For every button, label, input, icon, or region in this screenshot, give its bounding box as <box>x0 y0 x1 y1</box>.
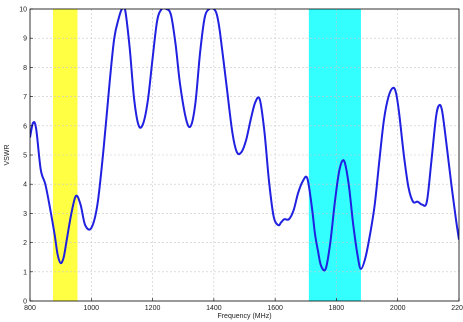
series-line-1 <box>30 9 459 272</box>
x-tick-label: 2000 <box>390 305 406 312</box>
y-tick-label: 3 <box>23 211 27 218</box>
y-tick-label: 7 <box>23 94 27 101</box>
y-tick-label: 8 <box>23 65 27 72</box>
y-tick-label: 2 <box>23 240 27 247</box>
y-tick-label: 10 <box>19 7 27 14</box>
y-tick-label: 4 <box>23 182 27 189</box>
y-tick-label: 9 <box>23 36 27 43</box>
x-tick-label: 1400 <box>206 305 222 312</box>
y-tick-label: 0 <box>23 299 27 306</box>
x-tick-label: 1000 <box>83 305 99 312</box>
band-1 <box>52 9 78 301</box>
y-tick-label: 5 <box>23 153 27 160</box>
grid-lines <box>30 9 459 301</box>
x-tick-label: 800 <box>24 305 36 312</box>
frequency-bands <box>52 9 361 301</box>
y-axis-label: VSWR <box>4 145 11 166</box>
data-series <box>30 9 459 272</box>
x-axis-label: Frequency (MHz) <box>217 313 271 320</box>
x-tick-label: 1800 <box>329 305 345 312</box>
y-tick-label: 6 <box>23 123 27 130</box>
x-tick-label: 1200 <box>145 305 161 312</box>
x-tick-label: 1600 <box>267 305 283 312</box>
y-tick-label: 1 <box>23 269 27 276</box>
